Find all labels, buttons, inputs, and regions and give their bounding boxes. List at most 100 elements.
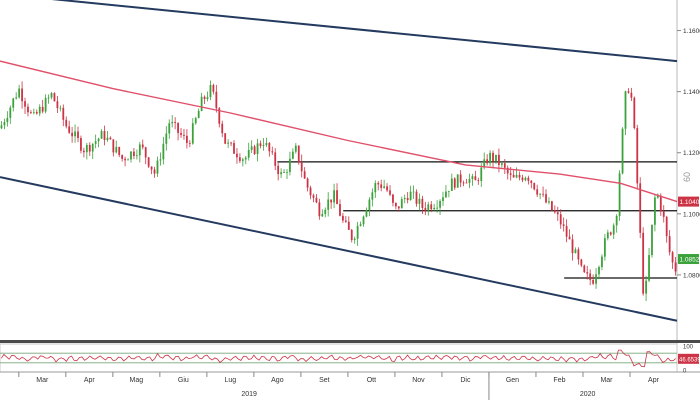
candle-body <box>386 186 388 191</box>
candle-body <box>595 274 597 284</box>
candle-body <box>551 201 553 211</box>
price-label-box <box>678 254 699 265</box>
upper-trendline <box>51 0 678 63</box>
candle-body <box>394 202 397 207</box>
year-label: 2019 <box>241 391 257 398</box>
panel-separator <box>0 340 700 343</box>
candle-body <box>156 160 159 174</box>
oscillator-tick-label: 0 <box>683 369 687 375</box>
price-label-box <box>678 196 699 207</box>
candle-body <box>356 225 359 239</box>
candle-body <box>665 216 668 237</box>
candle-body <box>32 111 35 113</box>
candle-body <box>77 131 79 139</box>
candle-body <box>674 262 677 272</box>
oscillator-line <box>0 349 676 368</box>
price-label-text: 1.1040 <box>680 199 700 206</box>
candle-body <box>362 216 365 225</box>
candle-body <box>621 128 624 174</box>
candle-body <box>141 144 144 148</box>
candle-body <box>94 141 97 144</box>
candle-body <box>209 85 212 98</box>
candle-body <box>180 132 182 135</box>
candle-body <box>365 209 368 217</box>
candle-body <box>515 174 518 178</box>
candle-body <box>465 182 468 184</box>
candle-body <box>118 147 121 155</box>
candle-body <box>633 97 636 129</box>
candle-body <box>389 190 391 195</box>
candle-body <box>412 191 415 193</box>
candle-body <box>236 153 238 158</box>
candle-body <box>18 88 21 98</box>
x-tick-label: Mar <box>600 377 613 384</box>
candle-body <box>47 97 50 99</box>
candle-body <box>539 193 542 195</box>
candle-body <box>297 145 300 163</box>
candle-body <box>127 159 129 161</box>
candle-body <box>545 194 547 203</box>
oscillator-value-label: 46.6539 <box>679 357 700 363</box>
candle-body <box>144 147 147 158</box>
candle-body <box>50 93 53 98</box>
x-tick-label: Apr <box>84 377 96 384</box>
candle-body <box>374 183 377 193</box>
candle-body <box>383 186 386 188</box>
candle-body <box>244 157 247 160</box>
candle-body <box>377 183 380 185</box>
candle-body <box>503 163 506 168</box>
candle-body <box>286 171 288 173</box>
x-tick-label: Apr <box>648 377 660 384</box>
candle-body <box>668 236 671 253</box>
candle-body <box>436 207 439 209</box>
candle-body <box>606 232 609 239</box>
candle-body <box>406 198 409 201</box>
candle-body <box>186 135 188 143</box>
candle-body <box>397 206 400 209</box>
candle-body <box>486 159 489 164</box>
candle-body <box>421 198 424 208</box>
candle-body <box>215 91 218 109</box>
candle-body <box>671 252 674 263</box>
candle-body <box>315 197 318 203</box>
candles <box>0 80 677 301</box>
candle-body <box>88 144 91 152</box>
y-tick-label: 1.1200 <box>683 150 700 157</box>
candle-body <box>21 88 23 102</box>
candle-body <box>654 197 656 225</box>
candle-body <box>97 138 100 142</box>
candle-body <box>112 139 115 153</box>
candle-body <box>206 97 209 100</box>
candle-body <box>6 117 9 123</box>
candle-body <box>512 174 515 178</box>
candle-body <box>459 174 462 183</box>
candle-body <box>177 122 179 133</box>
candle-body <box>197 110 200 119</box>
candle-body <box>447 190 450 192</box>
candle-body <box>250 146 253 150</box>
candle-body <box>542 193 544 195</box>
candle-body <box>265 143 268 145</box>
side-note: 60 <box>682 172 692 182</box>
candle-body <box>480 167 483 182</box>
candle-body <box>500 163 503 165</box>
candle-body <box>589 273 592 280</box>
candle-body <box>218 108 221 124</box>
candle-body <box>153 169 156 174</box>
candle-body <box>636 128 639 184</box>
x-tick-label: Lug <box>225 377 237 384</box>
candle-body <box>159 159 162 161</box>
x-tick-label: Feb <box>553 377 565 384</box>
candle-body <box>442 197 444 202</box>
candle-body <box>68 126 71 133</box>
candle-body <box>80 138 82 151</box>
candle-body <box>400 199 403 209</box>
candle-body <box>227 142 230 144</box>
candle-body <box>174 122 177 123</box>
candle-body <box>330 199 333 203</box>
price-label: 1.1040 <box>678 196 700 207</box>
candle-body <box>450 178 453 191</box>
x-tick-label: Dic <box>460 377 471 384</box>
candle-body <box>612 225 615 235</box>
